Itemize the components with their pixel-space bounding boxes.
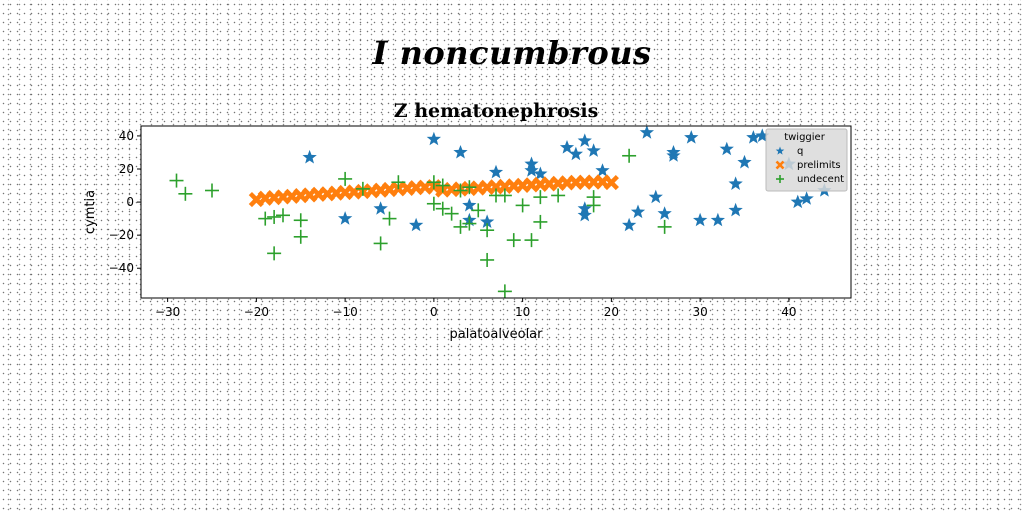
plot-area (141, 126, 851, 298)
legend: twiggier q prelimits undecent (766, 129, 847, 191)
plot-title: Z hematonephrosis (394, 100, 599, 122)
y-tick-label: 20 (119, 162, 134, 176)
legend-label: undecent (797, 174, 844, 185)
x-tick-label: 20 (604, 305, 619, 319)
x-tick-label: 40 (781, 305, 796, 319)
y-tick-label: −40 (109, 261, 134, 275)
x-tick-label: −20 (244, 305, 269, 319)
y-axis: −40 −20 0 20 40 (109, 129, 141, 275)
y-tick-label: 40 (119, 129, 134, 143)
x-tick-label: 0 (430, 305, 438, 319)
legend-label: q (797, 146, 803, 157)
x-tick-label: 30 (692, 305, 707, 319)
y-tick-label: 0 (126, 195, 134, 209)
x-tick-label: −10 (332, 305, 357, 319)
x-tick-label: 10 (515, 305, 530, 319)
y-axis-label: cymtia (83, 190, 98, 234)
legend-label: prelimits (797, 160, 841, 171)
x-tick-label: −30 (155, 305, 180, 319)
x-axis-label: palatoalveolar (450, 327, 544, 342)
x-axis: −30 −20 −10 0 10 20 30 40 (155, 298, 797, 319)
y-tick-label: −20 (109, 228, 134, 242)
legend-title: twiggier (784, 132, 826, 143)
